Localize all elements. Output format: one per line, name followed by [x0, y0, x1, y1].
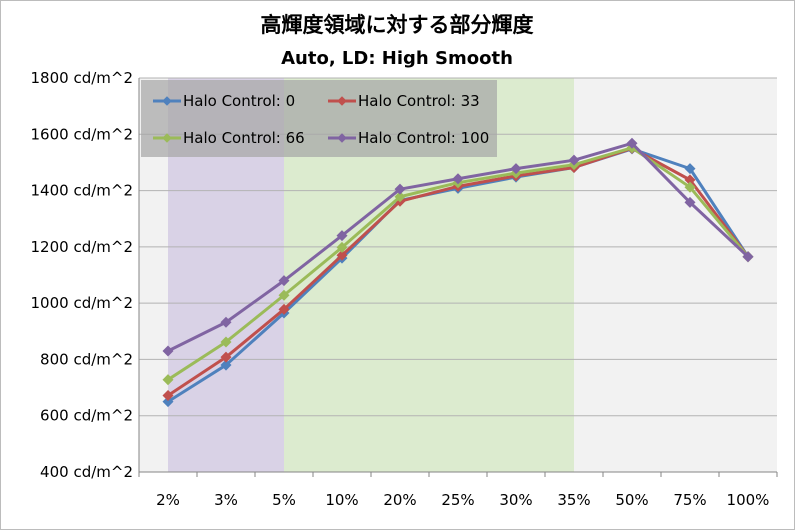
- y-tick-label: 1400 cd/m^2: [31, 182, 134, 200]
- y-tick-label: 1200 cd/m^2: [31, 238, 134, 256]
- x-tick-label: 50%: [615, 491, 648, 509]
- data-point-3: [336, 241, 348, 253]
- legend: Halo Control: 0 Halo Control: 33 Halo Cont…: [141, 80, 497, 157]
- y-tick-label: 400 cd/m^2: [40, 463, 133, 481]
- y-tick-label: 1000 cd/m^2: [31, 294, 134, 312]
- data-point-4: [684, 196, 696, 208]
- x-tick-label: 75%: [673, 491, 706, 509]
- data-point-4: [394, 183, 406, 195]
- y-tick-label: 800 cd/m^2: [40, 350, 133, 368]
- data-point-1: [684, 163, 696, 175]
- data-point-4: [742, 251, 754, 263]
- legend-label-1: Halo Control: 0: [183, 92, 295, 110]
- data-point-4: [452, 173, 464, 185]
- data-point-4: [626, 137, 638, 149]
- x-tick-label: 35%: [557, 491, 590, 509]
- data-point-4: [220, 316, 232, 328]
- data-point-2: [220, 351, 232, 363]
- data-point-4: [568, 154, 580, 166]
- y-tick-label: 1600 cd/m^2: [31, 125, 134, 143]
- legend-swatch-marker-4: [337, 133, 347, 143]
- data-point-4: [278, 275, 290, 287]
- y-tick-label: 1800 cd/m^2: [31, 69, 134, 87]
- legend-label-4: Halo Control: 100: [358, 129, 489, 147]
- data-point-1: [162, 396, 174, 408]
- y-tick-label: 600 cd/m^2: [40, 407, 133, 425]
- data-point-2: [278, 303, 290, 315]
- legend-swatch-marker-1: [162, 96, 172, 106]
- data-point-2: [162, 389, 174, 401]
- legend-label-2: Halo Control: 33: [358, 92, 480, 110]
- data-point-3: [394, 191, 406, 203]
- x-tick-label: 5%: [272, 491, 296, 509]
- chart-subtitle: Auto, LD: High Smooth: [281, 48, 513, 69]
- data-point-3: [684, 181, 696, 193]
- data-point-2: [336, 249, 348, 261]
- x-tick-label: 100%: [727, 491, 770, 509]
- x-tick-label: 3%: [214, 491, 238, 509]
- x-tick-label: 25%: [441, 491, 474, 509]
- data-point-3: [220, 336, 232, 348]
- data-point-3: [162, 374, 174, 386]
- x-tick-label: 10%: [325, 491, 358, 509]
- data-point-4: [336, 230, 348, 242]
- data-point-4: [510, 163, 522, 175]
- legend-swatch-marker-3: [162, 133, 172, 143]
- legend-swatch-marker-2: [337, 96, 347, 106]
- x-tick-label: 30%: [499, 491, 532, 509]
- chart-title: 高輝度領域に対する部分輝度: [261, 13, 534, 37]
- x-tick-label: 2%: [156, 491, 180, 509]
- data-point-1: [220, 359, 232, 371]
- data-point-3: [278, 289, 290, 301]
- legend-box: [141, 80, 497, 157]
- legend-label-3: Halo Control: 66: [183, 129, 305, 147]
- x-tick-label: 20%: [383, 491, 416, 509]
- data-point-4: [162, 345, 174, 357]
